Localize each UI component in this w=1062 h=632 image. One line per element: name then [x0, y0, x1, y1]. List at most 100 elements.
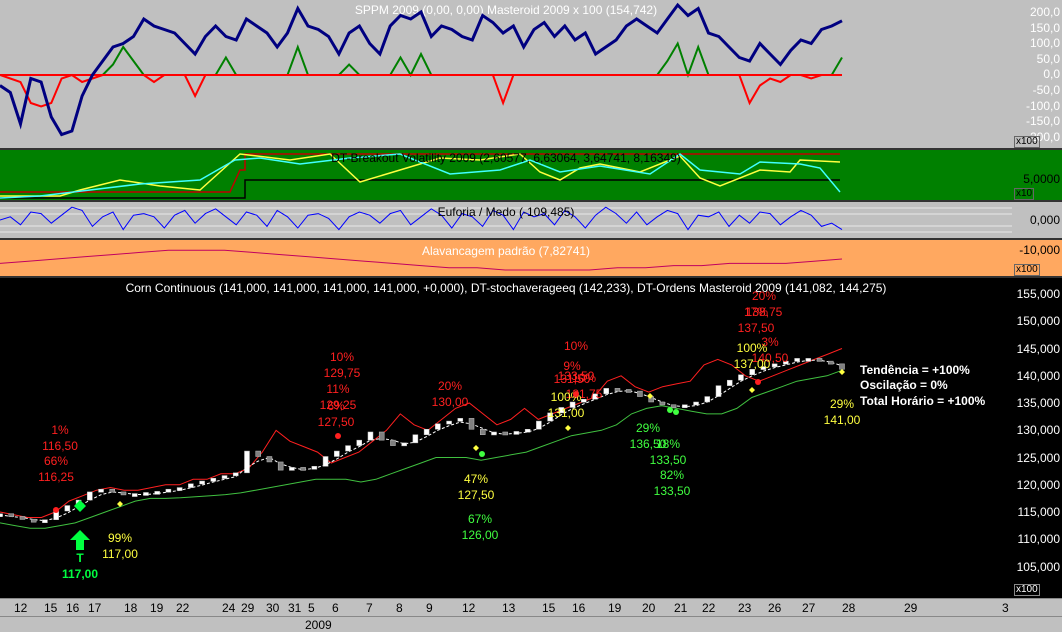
signal-dot-green — [667, 407, 673, 413]
signal-dot-yellow — [749, 387, 755, 393]
x-day-label: 26 — [768, 601, 782, 615]
x-day-label: 16 — [572, 601, 586, 615]
sppm-title: SPPM 2009 (0,00, 0,00) Masteroid 2009 x … — [354, 3, 658, 17]
axis-tick-label: 130,000 — [1016, 423, 1060, 438]
price-candle — [42, 519, 48, 523]
x-day-label: 17 — [88, 601, 102, 615]
sppm-pane: SPPM 2009 (0,00, 0,00) Masteroid 2009 x … — [0, 0, 1012, 148]
breakout-tick: 5,0000 — [1023, 172, 1060, 186]
annotation-red: 137,50 — [738, 321, 775, 335]
x-axis-corner — [1012, 598, 1062, 617]
annotation-red: 3% — [761, 335, 779, 349]
x-day-label: 5 — [308, 601, 315, 615]
x-day-label: 6 — [332, 601, 339, 615]
x-day-label: 29 — [904, 601, 918, 615]
x-axis-year: 2009 — [0, 616, 1062, 632]
axis-tick-label: 155,000 — [1016, 287, 1060, 301]
euforia-tick-1: -10,000 — [1019, 243, 1060, 257]
annotation-red: 140,50 — [752, 351, 789, 365]
price-candle — [390, 439, 396, 446]
annotation-green: 18% — [656, 437, 680, 451]
annotation-green: 136,50 — [630, 437, 667, 451]
status-total: Total Horário = +100% — [860, 394, 986, 408]
price-candle — [446, 420, 452, 425]
x-day-label: 29 — [241, 601, 255, 615]
price-candle — [524, 429, 531, 433]
annotation-red: 127,50 — [318, 415, 355, 429]
annotation-green: 82% — [660, 468, 684, 482]
price-candle — [109, 488, 116, 493]
annotation-yellow: 99% — [108, 531, 132, 545]
price-candle — [536, 420, 542, 430]
pane-divider[interactable] — [0, 238, 1062, 240]
x-day-label: 15 — [542, 601, 556, 615]
axis-tick-label: 150,0 — [1029, 20, 1060, 35]
price-candle — [457, 418, 464, 422]
breakout-title: DT-Breakout Volatility 2009 (2,60577, 6,… — [331, 151, 681, 165]
price-candle — [749, 369, 755, 376]
price-candle — [0, 513, 3, 517]
x-day-label: 18 — [124, 601, 138, 615]
annotation-green: 133,50 — [654, 484, 691, 498]
axis-tick-label: 125,000 — [1016, 450, 1060, 465]
axis-tick-label: 140,000 — [1016, 368, 1060, 383]
price-candle — [738, 374, 744, 381]
x-day-label: 16 — [66, 601, 80, 615]
annotation-red: 138,75 — [746, 305, 783, 319]
price-candle — [603, 388, 609, 395]
signal-dot-yellow — [117, 501, 123, 507]
x-day-label: 21 — [674, 601, 688, 615]
alavancagem-axis: -10,000 x100 — [1012, 240, 1062, 276]
signal-dot-red — [755, 379, 761, 385]
alavancagem-pane: Alavancagem padrão (7,82741) — [0, 240, 1012, 276]
price-candle — [322, 456, 329, 467]
price-candle — [143, 492, 149, 496]
price-candle — [513, 431, 520, 435]
annotation-red: 20% — [438, 379, 462, 393]
x-day-label: 23 — [738, 601, 752, 615]
signal-dot-yellow — [473, 445, 479, 451]
price-candle — [637, 390, 643, 397]
alavancagem-multiplier: x100 — [1014, 264, 1040, 276]
axis-tick-label: -100,0 — [1025, 98, 1060, 113]
sppm-axis: 200,0 150,0 100,0 50,0 0,0 -50,0 -100,0 -150,0-… — [1012, 0, 1062, 148]
price-candle — [760, 366, 767, 370]
signal-dot-red — [573, 391, 579, 397]
price-candle — [255, 450, 261, 457]
axis-tick-label: 200,0 — [1029, 5, 1060, 19]
alavancagem-title: Alavancagem padrão (7,82741) — [421, 244, 591, 258]
annotation-red: 129,75 — [324, 366, 361, 380]
x-day-label: 12 — [14, 601, 28, 615]
breakout-yellow-line — [0, 153, 841, 197]
axis-tick-label: 50,0 — [1036, 51, 1060, 66]
pane-divider[interactable] — [0, 200, 1062, 202]
price-candle — [592, 393, 598, 400]
x-day-label: 13 — [502, 601, 516, 615]
breakout-upper-band — [0, 153, 840, 193]
price-candle — [188, 483, 194, 488]
euforia-title: Euforia / Medo (-109,485) — [437, 205, 575, 219]
x-day-label: 31 — [288, 601, 302, 615]
price-candle — [367, 431, 374, 441]
price-candle — [19, 516, 26, 520]
price-candle — [131, 493, 138, 497]
breakout-lower-band — [0, 179, 840, 199]
price-candle — [558, 407, 565, 414]
price-candle — [378, 431, 385, 441]
masteroid-line — [0, 2, 843, 137]
price-candle — [120, 491, 127, 496]
annotation-red: 131,75 — [566, 387, 603, 401]
price-candle — [682, 404, 688, 408]
pane-divider[interactable] — [0, 276, 1062, 278]
annotation-red: 116,50 — [42, 439, 78, 453]
price-candle — [311, 466, 318, 470]
annotation-yellow: 141,00 — [824, 413, 861, 427]
annotation-red: 10% — [330, 350, 354, 364]
entry-marker-label: T — [76, 551, 84, 565]
price-candle — [345, 445, 351, 452]
annotation-yellow: 29% — [830, 397, 854, 411]
annotation-green: 29% — [636, 421, 660, 435]
price-candle — [839, 363, 845, 370]
pane-divider[interactable] — [0, 148, 1062, 150]
annotation-yellow: 131,00 — [548, 406, 585, 420]
